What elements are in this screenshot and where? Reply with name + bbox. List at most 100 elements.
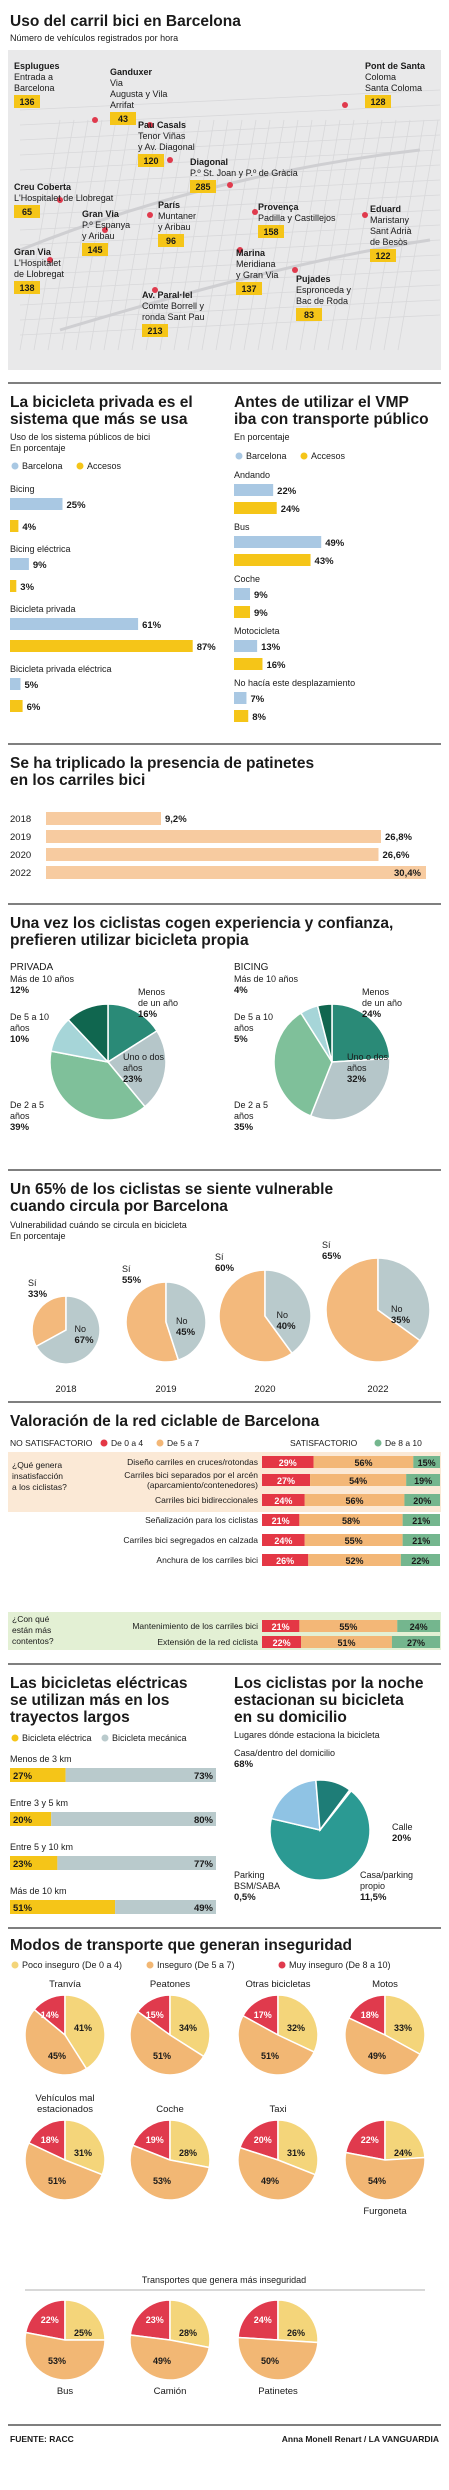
pie-title: Tranvía (49, 1979, 82, 1990)
map-location-detail: Coloma (365, 72, 396, 82)
parking-pie-slice-3 (319, 1788, 353, 1831)
stacked-value: 27% (13, 1771, 33, 1782)
legend-dot-accesos (76, 462, 84, 470)
rating-category: Carriles bici segregados en calzada (123, 1535, 258, 1545)
question-label: insatisfacción (12, 1471, 63, 1481)
map-value: 138 (19, 283, 34, 293)
bar-category: 2022 (10, 868, 31, 879)
stacked-bar (10, 1812, 52, 1826)
pie-value-muy: 15% (146, 2010, 164, 2020)
section-subtitle: Lugares dónde estaciona la bicicleta (234, 1730, 380, 1740)
map-location-detail: P.º Espanya (82, 220, 130, 230)
section-title: estacionan su bicicleta (234, 1692, 404, 1709)
map-location-dot (147, 212, 153, 218)
map-location-dot (167, 157, 173, 163)
bar-category: Motocicleta (234, 626, 280, 636)
map-street (369, 119, 411, 351)
pie-slice-value: 39% (10, 1122, 30, 1133)
bar-value-label: 5% (25, 680, 39, 691)
legend-dot-barcelona (11, 462, 19, 470)
bar-accesos (10, 640, 193, 652)
stacked-value: 51% (13, 1903, 33, 1914)
rating-bar (304, 1494, 405, 1506)
map-value: 136 (19, 97, 34, 107)
rating-bar (400, 1554, 440, 1566)
insecurity-pie-slice-0 (241, 1994, 279, 2037)
footer-source: FUENTE: RACC (10, 2434, 74, 2444)
insecurity-pie-slice-2 (237, 2014, 316, 2076)
bar-value-label: 87% (197, 642, 217, 653)
insecurity-pie-slice-0 (237, 2299, 279, 2341)
map-location-name: Provença (258, 202, 300, 212)
insecurity-pie-slice-1 (64, 2119, 106, 2176)
bar-category: 2018 (10, 814, 31, 825)
bar-value-label: 9% (33, 560, 47, 571)
map-location-dot (362, 212, 368, 218)
map-value: 137 (241, 284, 256, 294)
si-label: Sí (322, 1240, 331, 1250)
map-location-detail: Bac de Roda (296, 296, 348, 306)
insecurity-pie-slice-2 (344, 2016, 422, 2076)
map-value-badge (14, 205, 40, 218)
bar-category: Coche (234, 574, 260, 584)
pie-slice-label: propio (360, 1881, 385, 1891)
section-title: prefieren utilizar bicicleta propia (10, 932, 249, 949)
pie-value-poco: 24% (394, 2148, 412, 2158)
pie-title: BICING (234, 962, 269, 973)
pie-slice-label: BSM/SABA (234, 1881, 280, 1891)
section-subtitle: Número de vehículos registrados por hora (10, 33, 178, 43)
pie-slice-label: De 5 a 10 (234, 1012, 273, 1022)
map-value-badge (142, 324, 168, 337)
map-value-badge (258, 225, 284, 238)
map-location-detail: P.º St. Joan y P.º de Gràcia (190, 168, 298, 178)
map-street (19, 299, 441, 321)
map-value-badge (370, 249, 396, 262)
insecurity-pie-slice-1 (277, 1994, 319, 2054)
rating-bar (313, 1456, 414, 1468)
rating-category: Carriles bici bidireccionales (155, 1495, 258, 1505)
bar-barcelona (10, 678, 21, 690)
pie-title: Vehículos mal (35, 2093, 94, 2104)
bar-barcelona (10, 558, 29, 570)
legend-label: De 8 a 10 (385, 1438, 422, 1448)
bar-value-label: 13% (261, 642, 281, 653)
section-title: se utilizan más en los (10, 1692, 169, 1709)
bar-value-label: 8% (252, 712, 266, 723)
pie-slice-label: de un año (362, 998, 402, 1008)
stacked-value: 49% (194, 1903, 214, 1914)
map-value: 285 (195, 182, 210, 192)
pie-value-inseguro: 50% (261, 2356, 279, 2366)
rating-bar (299, 1514, 403, 1526)
no-value: 67% (75, 1335, 95, 1346)
pie-slice-value: 68% (234, 1759, 254, 1770)
rating-value: 56% (346, 1496, 364, 1506)
rating-category: Señalización para los ciclistas (145, 1515, 258, 1525)
pie-slice-label: años (10, 1023, 30, 1033)
pie-value-muy: 17% (254, 2010, 272, 2020)
insecurity-pie-slice-2 (237, 2146, 317, 2201)
stacked-value: 80% (194, 1815, 214, 1826)
map-value-badge (110, 112, 136, 125)
map-location-name: Gran Via (14, 247, 52, 257)
pie-slice-label: De 5 a 10 (10, 1012, 49, 1022)
map-street (103, 119, 145, 351)
vulnerability-pie-slice-1 (35, 1295, 101, 1365)
parking-pie-slice-0 (269, 1789, 371, 1881)
legend-dot-mecanica (101, 1734, 109, 1742)
pie-slice-value: 35% (234, 1122, 254, 1133)
pie-slice-label: Calle (392, 1822, 413, 1832)
rating-value: 21% (412, 1536, 430, 1546)
insecurity-pie-slice-1 (169, 2119, 211, 2169)
pie-slice-value: 5% (234, 1034, 248, 1045)
section-subtitle: Transportes que genera más inseguridad (142, 2275, 306, 2285)
map-street (19, 119, 61, 351)
insecurity-pie-slice-0 (347, 1994, 386, 2037)
insecurity-pie-slice-1 (277, 2119, 319, 2176)
insecurity-pie-slice-2 (237, 2336, 319, 2381)
pie-slice-label: años (123, 1063, 143, 1073)
section-title: Se ha triplicado la presencia de patinet… (10, 755, 314, 772)
legend-dot-barcelona (235, 452, 243, 460)
pie-value-poco: 34% (179, 2023, 197, 2033)
bar-accesos (10, 580, 17, 592)
bar-category: Entre 5 y 10 km (10, 1842, 73, 1852)
